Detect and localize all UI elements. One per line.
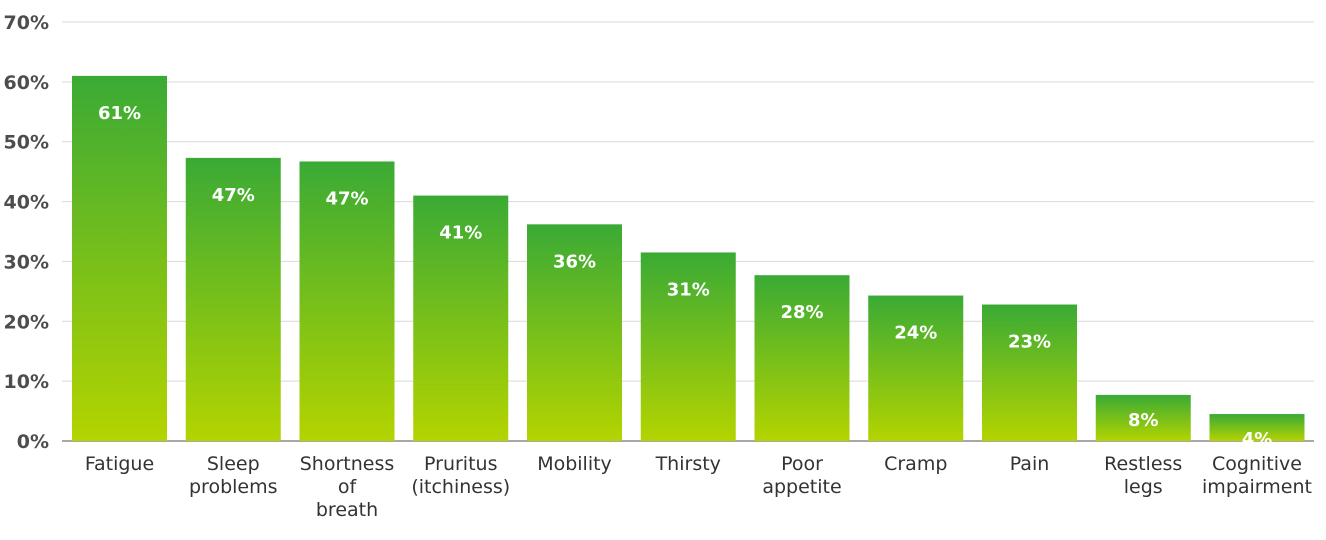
- bar: [72, 75, 167, 441]
- data-label: 24%: [894, 323, 937, 344]
- y-tick-label: 50%: [4, 132, 49, 154]
- bar: [527, 224, 622, 441]
- y-tick-label: 0%: [17, 431, 49, 453]
- x-tick-label: breath: [316, 499, 378, 521]
- bar: [982, 304, 1077, 441]
- bar: [413, 195, 509, 441]
- bar: [754, 275, 850, 441]
- x-tick-label: Mobility: [537, 453, 612, 475]
- data-label: 47%: [212, 185, 255, 206]
- x-tick-label: (itchiness): [411, 476, 510, 498]
- y-tick-label: 70%: [4, 12, 49, 34]
- y-tick-label: 10%: [4, 371, 49, 393]
- x-tick-label: Pain: [1010, 453, 1050, 475]
- bar: [185, 157, 281, 441]
- data-label: 31%: [667, 279, 710, 300]
- x-tick-label: problems: [189, 476, 278, 498]
- y-tick-label: 30%: [4, 251, 49, 273]
- x-tick-label: Fatigue: [85, 453, 154, 475]
- data-label: 8%: [1128, 410, 1159, 431]
- x-tick-label: Pruritus: [424, 453, 497, 475]
- data-label: 61%: [98, 103, 141, 124]
- x-tick-label: Cognitive: [1212, 453, 1302, 475]
- y-axis-tick-labels: 0% 10% 20% 30% 40% 50% 60% 70%: [4, 12, 49, 453]
- bar: [1095, 394, 1191, 441]
- x-tick-label: Shortness: [300, 453, 395, 475]
- data-label: 47%: [325, 188, 368, 209]
- y-tick-label: 20%: [4, 311, 49, 333]
- data-label: 36%: [553, 251, 596, 272]
- data-label: 28%: [780, 302, 823, 323]
- x-tick-label: impairment: [1202, 476, 1312, 498]
- x-tick-label: of: [338, 476, 358, 498]
- x-tick-label: Restless: [1104, 453, 1182, 475]
- data-label: 4%: [1242, 429, 1273, 450]
- data-label: 41%: [439, 223, 482, 244]
- x-tick-label: Poor: [781, 453, 823, 475]
- bars: [72, 75, 1305, 441]
- data-labels: 61% 47% 47% 41% 36% 31% 28% 24% 23% 8% 4%: [98, 103, 1272, 450]
- bar: [299, 161, 395, 441]
- y-tick-label: 40%: [4, 192, 49, 214]
- x-tick-label: Thirsty: [655, 453, 721, 475]
- bar: [868, 295, 964, 441]
- x-tick-label: Cramp: [884, 453, 947, 475]
- y-tick-label: 60%: [4, 72, 49, 94]
- x-tick-label: appetite: [762, 476, 841, 498]
- bar: [1209, 414, 1305, 441]
- x-tick-label: legs: [1124, 476, 1163, 498]
- x-tick-label: Sleep: [207, 453, 260, 475]
- bar: [640, 252, 736, 441]
- data-label: 23%: [1008, 332, 1051, 353]
